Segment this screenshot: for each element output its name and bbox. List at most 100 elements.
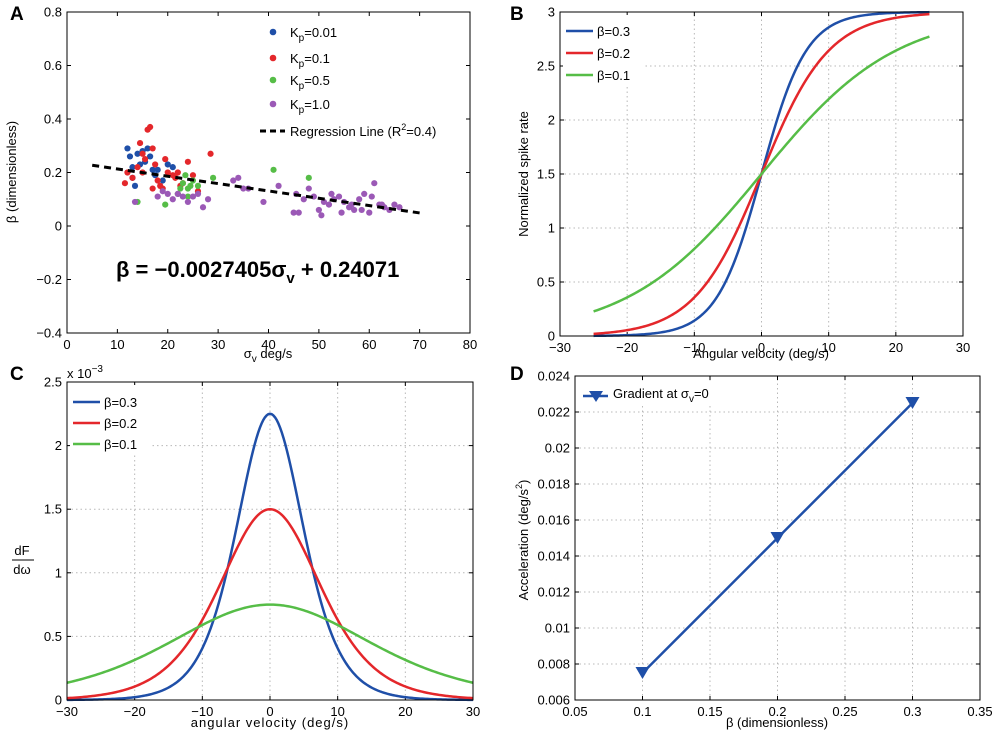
panel-b-lines (593, 10, 930, 338)
scatter-point-series-2 (194, 182, 202, 189)
y-tick-label: 0.5 (44, 629, 62, 644)
legend-label-c-beta02: β=0.2 (104, 416, 137, 431)
y-tick-label: 2.5 (537, 59, 555, 74)
scatter-point-series-0 (126, 153, 134, 160)
legend-label-beta02: β=0.2 (597, 46, 630, 61)
panel-c-ylabel-num: dF (14, 543, 29, 558)
scatter-point-series-0 (129, 164, 136, 171)
scatter-point-series-3 (356, 196, 363, 203)
panel-b-axes-frame (559, 11, 964, 337)
scatter-point-series-0 (131, 182, 139, 189)
y-tick-label: 0.02 (545, 441, 570, 456)
y-tick-label: −0.2 (36, 272, 62, 287)
scatter-point-series-3 (199, 204, 207, 211)
scatter-point-series-1 (149, 185, 156, 192)
scatter-point-series-3 (169, 196, 176, 203)
panel-d-ticks: 0.05 0.1 0.15 0.2 0.25 0.3 0.35 0.006 0.008 0.01 0… (537, 369, 992, 720)
scatter-point-series-1 (129, 174, 136, 181)
y-tick-label: −0.4 (36, 326, 62, 341)
sigmoid-line-beta-0.1 (593, 35, 930, 313)
x-tick-label: 30 (211, 337, 225, 352)
panel-a-ylabel: β (dimensionless) (4, 121, 19, 223)
scatter-point-series-3 (300, 196, 307, 203)
gradient-marker (770, 532, 785, 544)
x-tick-label: −30 (549, 340, 571, 355)
x-tick-label: 0.2 (768, 704, 786, 719)
panel-b-xlabel: Angular velocity (deg/s) (693, 346, 829, 361)
legend-label-gradient: Gradient at σv=0 (613, 386, 709, 405)
scatter-point-series-3 (194, 190, 202, 197)
panel-c-lines (66, 412, 474, 702)
x-tick-label: −20 (616, 340, 638, 355)
scatter-point-series-2 (187, 182, 194, 189)
scatter-point-series-3 (368, 193, 375, 200)
x-tick-label: 0.1 (633, 704, 651, 719)
panel-label-d: D (510, 364, 524, 385)
regression-line (91, 163, 420, 215)
scatter-point-series-1 (154, 177, 161, 184)
scatter-point-series-1 (162, 156, 169, 163)
panel-label-b: B (510, 4, 524, 25)
panel-b-ticks: −30 −20 −10 0 10 20 30 0 0.5 1 1.5 2 2.5 3 (537, 5, 970, 356)
x-tick-label: 0.25 (832, 704, 857, 719)
x-tick-label: 0.15 (697, 704, 722, 719)
scatter-point-series-2 (177, 185, 184, 192)
scatter-point-series-0 (164, 161, 171, 168)
scatter-point-series-2 (270, 166, 277, 173)
y-tick-label: 3 (548, 5, 555, 20)
y-tick-label: 1 (548, 221, 555, 236)
panel-d-ylabel: Acceleration (deg/s2) (514, 480, 531, 601)
scatter-point-series-1 (152, 161, 159, 168)
scatter-point-series-0 (134, 150, 141, 157)
scatter-point-series-1 (141, 156, 149, 163)
scatter-point-series-3 (318, 212, 325, 219)
scatter-point-series-3 (275, 182, 282, 189)
scatter-point-series-2 (182, 172, 189, 179)
y-tick-label: 0.018 (537, 477, 570, 492)
scatter-point-series-3 (338, 209, 345, 216)
derivative-line-beta-0.3 (66, 412, 474, 702)
y-tick-label: 0.5 (537, 275, 555, 290)
scatter-point-series-1 (147, 123, 154, 131)
scatter-point-series-0 (124, 145, 131, 152)
scatter-point-series-3 (295, 209, 302, 216)
panel-b-ylabel: Normalized spike rate (516, 111, 531, 237)
legend-marker-kp05 (269, 76, 277, 84)
x-tick-label: 30 (466, 704, 480, 719)
x-tick-label: 30 (956, 340, 970, 355)
scatter-point-series-1 (139, 150, 146, 157)
gradient-marker (905, 397, 920, 409)
panel-c-axes-frame (66, 381, 474, 701)
y-tick-label: 0 (55, 219, 62, 234)
scatter-point-series-3 (328, 190, 335, 197)
x-tick-label: 40 (261, 337, 275, 352)
x-tick-label: 0 (63, 337, 70, 352)
y-tick-label: 0.008 (537, 657, 570, 672)
scatter-point-series-3 (391, 201, 398, 208)
y-tick-label: 0.8 (44, 5, 62, 20)
y-tick-label: 2 (548, 113, 555, 128)
panel-d-lines (635, 397, 920, 679)
y-tick-label: 1.5 (44, 502, 62, 517)
scatter-point-series-3 (204, 196, 212, 203)
scatter-point-series-3 (348, 201, 355, 208)
panel-a-axes-frame (66, 11, 471, 334)
y-tick-label: 0 (55, 693, 62, 708)
scatter-point-series-0 (149, 166, 156, 173)
scatter-point-series-3 (335, 193, 343, 200)
x-tick-label: 80 (463, 337, 477, 352)
scatter-point-series-3 (361, 190, 368, 197)
scatter-point-series-0 (144, 145, 151, 152)
panel-a-xlabel: σv deg/s (244, 346, 293, 365)
scatter-point-series-3 (240, 185, 247, 192)
legend-marker-kp01 (269, 54, 277, 62)
scatter-point-series-0 (154, 166, 161, 173)
y-tick-label: 2.5 (44, 375, 62, 390)
x-tick-label: 60 (362, 337, 376, 352)
panel-label-a: A (10, 4, 24, 25)
x-tick-label: 50 (312, 337, 326, 352)
derivative-line-beta-0.1 (66, 603, 474, 684)
y-tick-label: 0.6 (44, 58, 62, 73)
y-tick-label: 1.5 (537, 167, 555, 182)
panel-label-c: C (10, 364, 24, 385)
